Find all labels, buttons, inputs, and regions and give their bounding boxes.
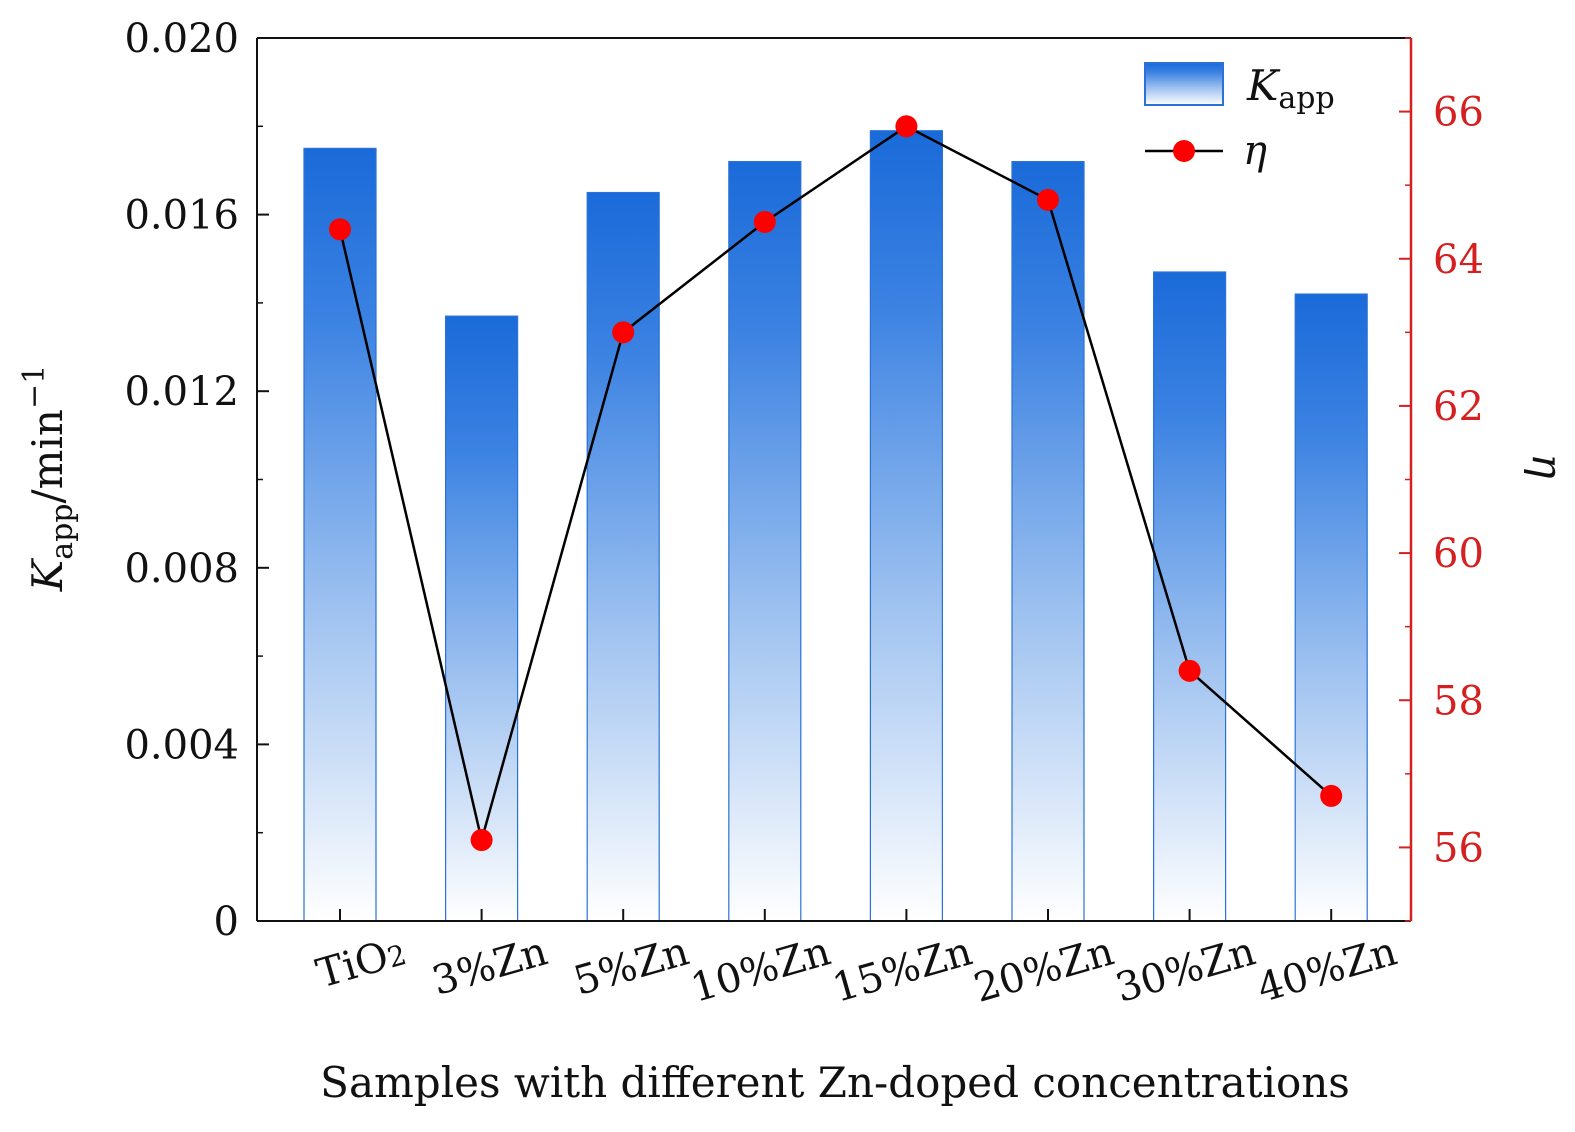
x-tick-label: 20%Zn bbox=[969, 928, 1119, 1011]
right-axis-title: η bbox=[1523, 453, 1572, 478]
legend: Kapp η bbox=[1144, 61, 1335, 174]
x-tick-label: 30%Zn bbox=[1111, 928, 1261, 1011]
left-tick-label: 0.012 bbox=[124, 369, 239, 415]
right-axis-ticks: 56 58 60 62 64 66 bbox=[1399, 37, 1484, 922]
right-tick-label: 60 bbox=[1433, 531, 1484, 577]
right-tick-label: 58 bbox=[1433, 678, 1484, 724]
x-tick-label: 10%Zn bbox=[686, 928, 836, 1011]
right-tick-label: 66 bbox=[1433, 90, 1484, 136]
eta-point-10%Zn bbox=[753, 210, 776, 233]
bar-30%Zn bbox=[1152, 271, 1227, 922]
x-tick-label: TiO2 bbox=[311, 928, 410, 997]
bar-10%Zn bbox=[728, 161, 802, 922]
left-tick-label: 0.008 bbox=[124, 546, 239, 592]
x-tick-label: 5%Zn bbox=[569, 928, 694, 1004]
bar-20%Zn bbox=[1011, 161, 1085, 922]
legend-bar-swatch bbox=[1144, 62, 1224, 106]
bar-series bbox=[303, 130, 1368, 922]
right-tick-label: 56 bbox=[1433, 825, 1484, 871]
left-tick-label: 0.016 bbox=[124, 193, 239, 239]
line-series bbox=[329, 115, 1343, 852]
left-tick-label: 0 bbox=[214, 899, 239, 945]
bar-5%Zn bbox=[586, 191, 660, 922]
eta-point-3%Zn bbox=[470, 829, 493, 852]
bar-TiO2 bbox=[303, 147, 377, 922]
right-tick-label: 64 bbox=[1433, 237, 1484, 283]
bar-15%Zn bbox=[869, 130, 944, 922]
left-axis-title: Kapp/min−1 bbox=[17, 365, 80, 592]
legend-line-marker bbox=[1173, 140, 1195, 162]
x-tick-label: 40%Zn bbox=[1252, 928, 1402, 1011]
eta-point-30%Zn bbox=[1178, 659, 1201, 682]
left-tick-label: 0.020 bbox=[124, 16, 239, 62]
eta-point-20%Zn bbox=[1037, 188, 1059, 211]
eta-point-5%Zn bbox=[612, 321, 635, 344]
x-tick-label: 3%Zn bbox=[427, 928, 552, 1004]
bar-3%Zn bbox=[445, 315, 519, 922]
eta-point-40%Zn bbox=[1320, 784, 1343, 807]
left-axis-ticks: 0 0.004 0.008 0.012 0.016 0.020 bbox=[124, 16, 269, 945]
legend-bar-label: Kapp bbox=[1246, 61, 1335, 116]
eta-point-TiO2 bbox=[329, 218, 351, 241]
left-tick-label: 0.004 bbox=[124, 722, 239, 768]
right-tick-label: 62 bbox=[1433, 384, 1484, 430]
x-tick-label: 15%Zn bbox=[828, 928, 978, 1011]
bar-40%Zn bbox=[1294, 293, 1368, 922]
legend-line-label: η bbox=[1243, 128, 1267, 174]
eta-point-15%Zn bbox=[895, 115, 918, 138]
x-axis-title: Samples with different Zn-doped concentr… bbox=[320, 1058, 1350, 1107]
eta-line bbox=[338, 124, 1333, 841]
